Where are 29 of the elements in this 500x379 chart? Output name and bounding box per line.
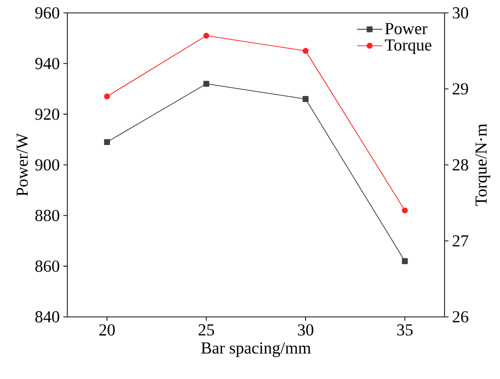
- y2-axis-title: Torque/N·m: [476, 124, 490, 206]
- legend-label: Power: [385, 22, 428, 34]
- y-tick-label: 900: [35, 159, 60, 170]
- point: [203, 80, 210, 87]
- y-tick-label: 940: [35, 58, 60, 70]
- y-tick-label: 920: [35, 108, 60, 120]
- y-axis-title: Power/W: [16, 133, 28, 196]
- point: [302, 48, 309, 54]
- point: [104, 138, 110, 145]
- y2-tick-label: 30: [452, 7, 468, 18]
- point: [203, 32, 210, 39]
- y-tick-label: 860: [35, 260, 60, 272]
- x-tick-label: 20: [99, 324, 115, 336]
- y-tick-label: 880: [35, 210, 60, 222]
- point: [302, 96, 309, 102]
- point: [402, 207, 408, 214]
- y-tick-label: 960: [35, 7, 60, 18]
- y2-tick-label: 26: [452, 311, 468, 322]
- point: [104, 93, 110, 100]
- y2-tick-label: 29: [452, 83, 468, 94]
- y2-tick-label: 28: [452, 159, 468, 170]
- x-axis-title: Bar spacing/mm: [201, 342, 311, 357]
- y-tick-label: 840: [35, 311, 60, 322]
- x-tick-label: 30: [298, 324, 314, 336]
- y2-tick-label: 27: [452, 235, 468, 246]
- x-tick-label: 25: [198, 324, 214, 336]
- legend-label: Torque: [384, 39, 432, 54]
- x-tick-label: 35: [397, 324, 413, 336]
- point: [402, 258, 408, 264]
